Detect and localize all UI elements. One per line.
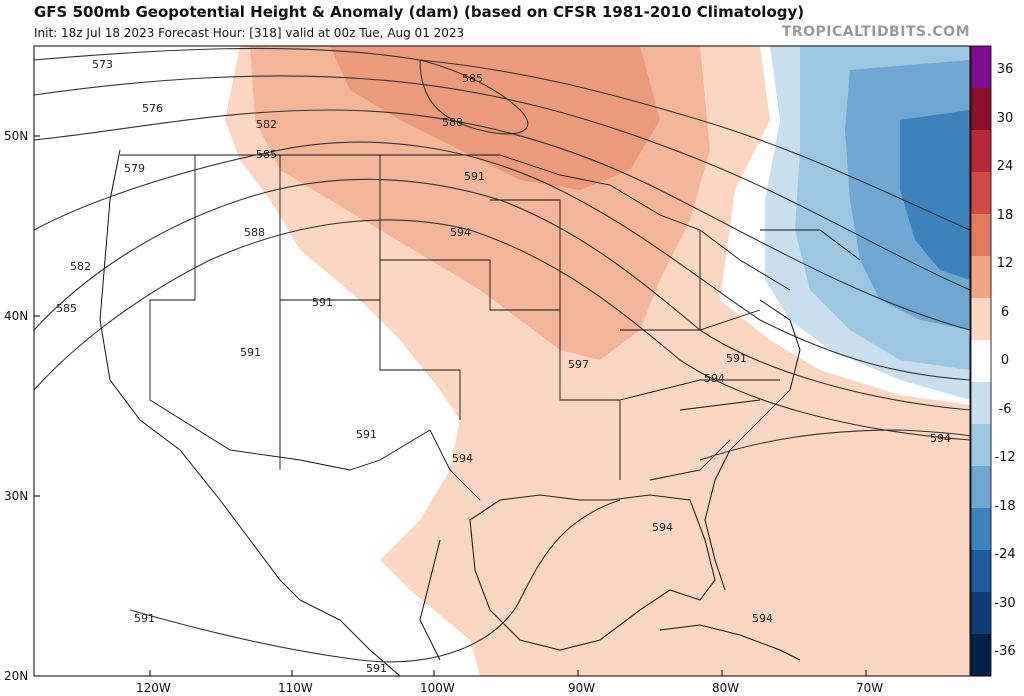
contour-label: 594: [704, 372, 725, 385]
contour-label: 588: [244, 226, 265, 239]
lon-label-70w: 70W: [856, 681, 883, 695]
colorbar-label: -12: [994, 450, 1016, 465]
colorbar-label: -18: [994, 498, 1016, 514]
axis-ticks: [34, 135, 867, 676]
lat-label-50n: 50N: [4, 129, 28, 143]
contour-label: 576: [142, 102, 163, 115]
contour-label: 591: [726, 352, 747, 365]
lon-label-100w: 100W: [420, 681, 455, 695]
colorbar-segment: [971, 424, 991, 467]
colorbar-label: 6: [1000, 304, 1010, 320]
colorbar-segment: [971, 382, 991, 425]
lat-label-30n: 30N: [4, 489, 28, 503]
colorbar-segment: [971, 508, 991, 551]
lat-label-40n: 40N: [4, 309, 28, 323]
colorbar-segment: [971, 298, 991, 341]
colorbar-segment: [971, 592, 991, 635]
contour-label: 594: [450, 226, 471, 239]
gulf-of-mexico-coast: [469, 494, 716, 651]
contour-label: 591: [464, 170, 485, 183]
cuba-outline: [659, 624, 801, 661]
contour-label: 591: [134, 612, 155, 625]
colorbar-segment: [971, 256, 991, 299]
colorbar-segment: [971, 466, 991, 509]
contour-label: 597: [568, 358, 589, 371]
colorbar-segment: [971, 340, 991, 383]
height-contours: [34, 47, 970, 663]
contour-label: 588: [442, 116, 463, 129]
contour-label: 585: [56, 302, 77, 315]
colorbar-label: 36: [996, 62, 1014, 77]
contour-label: 579: [124, 162, 145, 175]
atlantic-coastline: [704, 299, 801, 591]
contour-label: 591: [240, 346, 261, 359]
colorbar-segment: [971, 172, 991, 215]
contour-label: 594: [930, 432, 951, 445]
colorbar-segment: [971, 634, 991, 677]
contour-label: 582: [256, 118, 277, 131]
contour-label: 582: [70, 260, 91, 273]
contour-label: 591: [356, 428, 377, 441]
lon-label-110w: 110W: [278, 681, 313, 695]
credit-watermark: TROPICALTIDBITS.COM: [781, 24, 970, 40]
page-title: GFS 500mb Geopotential Height & Anomaly …: [34, 3, 805, 21]
colorbar-label: 0: [1000, 353, 1010, 368]
contour-label: 573: [92, 58, 113, 71]
colorbar-label: 24: [996, 159, 1014, 174]
lon-label-120w: 120W: [136, 681, 171, 695]
colorbar-label: -24: [994, 547, 1016, 562]
anomaly-colorbar: [970, 45, 992, 677]
contour-label: 594: [752, 612, 773, 625]
run-info: Init: 18z Jul 18 2023 Forecast Hour: [31…: [34, 26, 465, 40]
colorbar-label: -30: [994, 595, 1016, 611]
colorbar-segment: [971, 130, 991, 173]
colorbar-label: -36: [994, 644, 1016, 659]
colorbar-segment: [971, 46, 991, 89]
contour-label: 594: [452, 452, 473, 465]
contour-label: 591: [366, 662, 387, 675]
contour-label: 585: [256, 148, 277, 161]
mexico-coastline: [299, 539, 441, 676]
pacific-coastline: [99, 149, 301, 601]
lat-label-20n: 20N: [4, 669, 28, 683]
colorbar-label: -6: [998, 401, 1012, 417]
contour-label: 585: [462, 72, 483, 85]
contour-label: 591: [312, 296, 333, 309]
colorbar-label: 12: [996, 256, 1014, 271]
colorbar-label: 30: [996, 110, 1014, 126]
colorbar-segment: [971, 550, 991, 593]
anomaly-region-negative-core: [900, 110, 970, 280]
colorbar-segment: [971, 88, 991, 131]
lon-label-90w: 90W: [568, 681, 595, 695]
colorbar-segment: [971, 214, 991, 257]
contour-label: 594: [652, 521, 673, 534]
lon-label-80w: 80W: [712, 681, 739, 695]
map-frame: [33, 45, 971, 677]
colorbar-label: 18: [996, 207, 1014, 223]
political-borders: [120, 154, 861, 501]
